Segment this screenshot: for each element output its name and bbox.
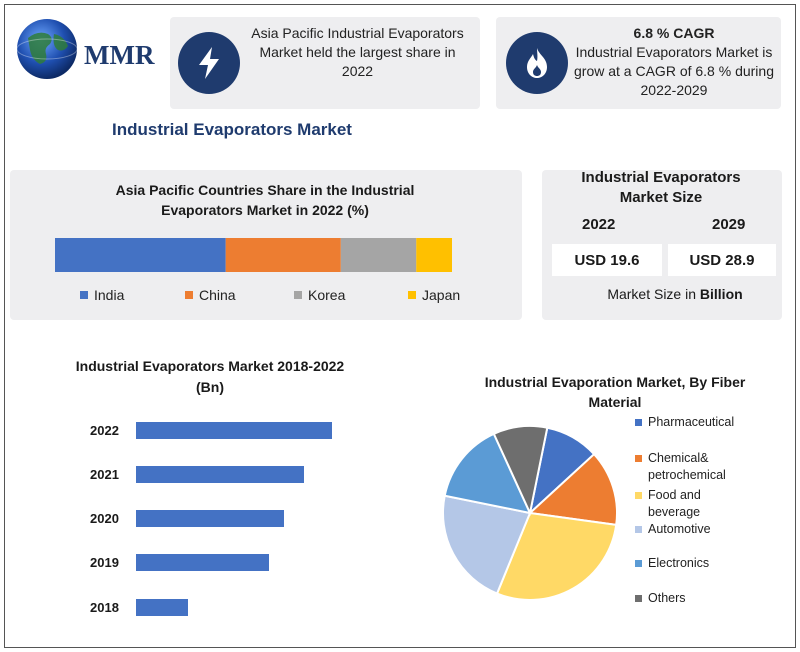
legend-item-korea: Korea — [294, 287, 345, 303]
cagr-card: 6.8 % CAGR Industrial Evaporators Market… — [574, 24, 774, 100]
bolt-icon-badge — [178, 32, 240, 94]
pie-legend-swatch — [635, 560, 642, 567]
bar-2020 — [136, 510, 284, 527]
pie-legend-label: Pharmaceutical — [648, 415, 735, 429]
market-size-year-2029: 2029 — [712, 216, 746, 233]
bar-2022 — [136, 422, 332, 439]
pie-legend-item-4: Electronics — [635, 555, 755, 572]
pie-legend-swatch — [635, 455, 642, 462]
fiber-material-title: Industrial Evaporation Market, By Fiber … — [484, 374, 746, 410]
market-size-value-2029: USD 28.9 — [668, 244, 776, 276]
pie-chart — [442, 425, 618, 601]
legend-swatch — [294, 291, 302, 299]
market-size-year-2022: 2022 — [582, 216, 616, 233]
logo: MMR — [14, 14, 164, 84]
legend-swatch — [408, 291, 416, 299]
pie-slice-4 — [443, 432, 532, 515]
legend-swatch — [185, 291, 193, 299]
market-size-note-prefix: Market Size in — [607, 286, 700, 302]
cagr-text: Industrial Evaporators Market is grow at… — [574, 44, 774, 98]
share-segment-korea — [340, 238, 417, 272]
legend-label: Japan — [422, 287, 461, 303]
legend-label: India — [94, 287, 125, 303]
pie-legend-swatch — [635, 419, 642, 426]
pie-legend-swatch — [635, 595, 642, 602]
pie-slice-1 — [527, 452, 618, 527]
bar-label-2019: 2019 — [90, 555, 119, 570]
cagr-value: 6.8 % CAGR — [633, 25, 715, 41]
pie-slice-2 — [495, 511, 618, 601]
bar-label-2021: 2021 — [90, 467, 119, 482]
pie-slice-3 — [442, 494, 532, 595]
stacked-bar-chart — [55, 238, 452, 272]
pie-legend-label: Food and beverage — [648, 488, 701, 519]
market-size-note: Market Size in Billion — [590, 280, 760, 308]
bar-label-2020: 2020 — [90, 511, 119, 526]
legend-item-india: India — [80, 287, 124, 303]
pie-legend-item-5: Others — [635, 590, 755, 607]
legend-label: China — [199, 287, 236, 303]
country-share-title: Asia Pacific Countries Share in the Indu… — [115, 182, 415, 218]
pie-legend-swatch — [635, 526, 642, 533]
legend-item-japan: Japan — [408, 287, 460, 303]
market-size-note-unit: Billion — [699, 286, 743, 302]
pie-legend-label: Automotive — [648, 522, 711, 536]
pie-legend-swatch — [635, 492, 642, 499]
logo-text: MMR — [84, 40, 155, 70]
pie-legend-item-2: Food and beverage — [635, 487, 755, 521]
bar-2018 — [136, 599, 188, 616]
globe-icon — [16, 19, 78, 79]
pie-legend-label: Others — [648, 591, 686, 605]
flame-icon — [527, 48, 547, 78]
legend-swatch — [80, 291, 88, 299]
share-segment-india — [55, 238, 226, 272]
pie-slice-5 — [492, 425, 549, 517]
pie-legend-item-3: Automotive — [635, 521, 755, 538]
market-size-value-2022: USD 19.6 — [552, 244, 662, 276]
lightning-icon — [199, 47, 219, 79]
legend-item-china: China — [185, 287, 236, 303]
bar-label-2018: 2018 — [90, 600, 119, 615]
share-segment-china — [225, 238, 341, 272]
flame-icon-badge — [506, 32, 568, 94]
legend-label: Korea — [308, 287, 346, 303]
market-trend-title: Industrial Evaporators Market 2018-2022 … — [75, 358, 345, 395]
pie-legend-label: Chemical& petrochemical — [648, 451, 726, 482]
share-card-text: Asia Pacific Industrial Evaporators Mark… — [251, 25, 464, 79]
pie-legend-item-1: Chemical& petrochemical — [635, 450, 755, 484]
pie-legend-item-0: Pharmaceutical — [635, 414, 755, 431]
bar-2019 — [136, 554, 269, 571]
market-size-title: Industrial Evaporators Market Size — [581, 169, 741, 206]
share-segment-japan — [416, 238, 452, 272]
pie-legend-label: Electronics — [648, 556, 710, 570]
horizontal-bar-chart — [136, 422, 332, 616]
bar-label-2022: 2022 — [90, 423, 119, 438]
infographic-frame — [4, 4, 796, 648]
bar-2021 — [136, 466, 304, 483]
page-title: Industrial Evaporators Market — [112, 120, 352, 139]
